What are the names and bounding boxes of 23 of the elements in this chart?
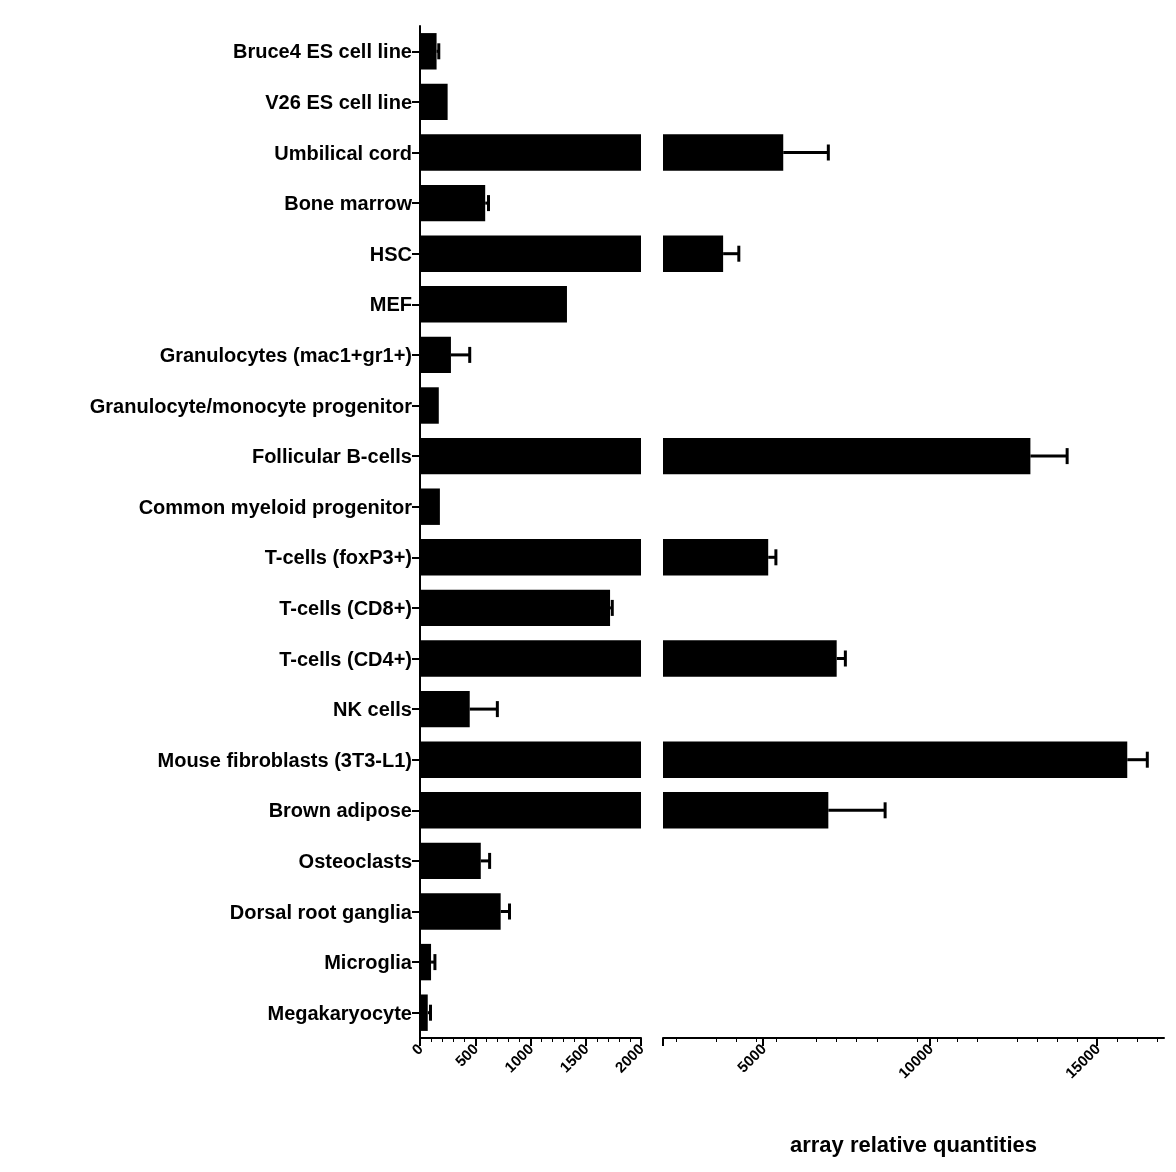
y-tick-label: Granulocyte/monocyte progenitor [89,394,413,417]
y-tick-label: Osteoclasts [298,849,412,872]
y-tick-label: T-cells (CD8+) [279,596,412,619]
y-tick-label: T-cells (CD4+) [279,647,412,670]
y-tick-label: HSC [369,242,412,265]
y-tick-label: Microglia [324,951,413,974]
y-tick-label: Umbilical cord [274,141,412,164]
y-tick-label: Dorsal root ganglia [229,900,413,923]
y-tick-label: Bruce4 ES cell line [233,40,412,63]
y-tick-label: Common myeloid progenitor [138,495,413,518]
y-tick-label: Mouse fibroblasts (3T3-L1) [157,748,412,771]
y-tick-label: Follicular B-cells [251,445,412,468]
y-tick-label: MEF [369,293,412,316]
x-tick-label: 500 [451,1039,482,1070]
y-tick-label: Brown adipose [268,799,412,822]
y-tick-label: V26 ES cell line [265,90,412,113]
y-tick-label: T-cells (foxP3+) [264,546,412,569]
y-tick-label: Granulocytes (mac1+gr1+) [159,343,412,366]
y-tick-label: Megakaryocyte [267,1001,412,1024]
x-tick-label: 0 [408,1039,427,1058]
y-tick-label: Bone marrow [284,192,413,215]
x-axis-title: array relative quantities [789,1131,1038,1157]
y-tick-label: NK cells [333,698,412,721]
